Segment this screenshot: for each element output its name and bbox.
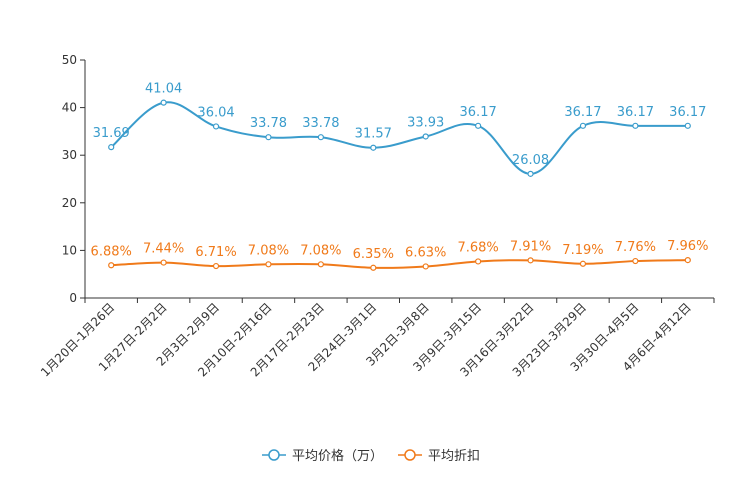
data-point[interactable] (108, 262, 115, 269)
data-point[interactable] (684, 122, 691, 129)
legend-item-2[interactable]: 平均折扣 (398, 449, 480, 464)
legend-item-1[interactable]: 平均价格（万） (262, 448, 383, 464)
data-point[interactable] (475, 122, 482, 129)
data-label: 7.44% (143, 242, 184, 257)
series-layer: 31.69 41.04 36.04 33.78 33.78 31.57 33.93 36.17… (91, 82, 708, 271)
data-label: 7.08% (300, 243, 341, 258)
series-2: 6.88% 7.44% 6.71% 7.08% 7.08% 6.35% 6.63% 7.68%… (91, 239, 708, 271)
y-tick-label: 10 (62, 243, 77, 257)
data-point[interactable] (317, 261, 324, 268)
data-point[interactable] (579, 260, 587, 267)
data-label: 7.91% (510, 239, 551, 254)
data-point[interactable] (212, 262, 220, 270)
legend-label: 平均折扣 (428, 449, 480, 464)
data-label: 31.57 (355, 127, 392, 142)
axes: 010203040501月20日-1月26日1月27日-2月2日2月3日-2月9… (38, 53, 715, 380)
data-point[interactable] (475, 258, 482, 265)
data-point[interactable] (212, 123, 220, 130)
y-tick-label: 30 (62, 148, 77, 162)
data-label: 6.35% (353, 247, 394, 262)
legend[interactable]: 平均价格（万） 平均折扣 (262, 448, 480, 464)
data-label: 7.08% (248, 243, 289, 258)
data-point[interactable] (370, 144, 377, 151)
data-label: 7.19% (562, 243, 603, 258)
y-tick-label: 40 (62, 101, 77, 115)
data-point[interactable] (265, 261, 272, 268)
data-label: 41.04 (145, 82, 182, 97)
data-point[interactable] (265, 134, 272, 141)
data-label: 6.63% (405, 245, 446, 260)
data-point[interactable] (160, 259, 167, 266)
data-point[interactable] (684, 257, 691, 264)
data-label: 36.17 (617, 105, 654, 120)
y-tick-label: 0 (69, 291, 77, 305)
data-label: 33.93 (407, 115, 444, 130)
legend-marker-icon (268, 449, 280, 461)
data-label: 7.68% (457, 240, 498, 255)
data-point[interactable] (108, 144, 115, 151)
data-point[interactable] (579, 122, 587, 129)
data-label: 7.76% (615, 240, 656, 255)
data-label: 36.17 (460, 105, 497, 120)
data-point[interactable] (527, 257, 534, 264)
data-point[interactable] (422, 263, 429, 270)
data-label: 6.88% (91, 244, 132, 259)
data-label: 7.96% (667, 239, 708, 254)
data-label: 33.78 (250, 116, 287, 131)
data-point[interactable] (527, 170, 534, 177)
data-label: 31.69 (93, 126, 130, 141)
data-point[interactable] (160, 99, 167, 106)
series-1: 31.69 41.04 36.04 33.78 33.78 31.57 33.93 36.17… (93, 82, 706, 177)
legend-label: 平均价格（万） (292, 448, 383, 464)
data-point[interactable] (370, 264, 377, 271)
data-point[interactable] (632, 122, 639, 129)
series-line[interactable] (111, 259, 688, 269)
legend-marker-icon (404, 449, 416, 461)
y-tick-label: 20 (62, 196, 77, 210)
data-label: 33.78 (302, 116, 339, 131)
data-label: 36.17 (564, 105, 601, 120)
data-label: 36.04 (197, 105, 234, 120)
data-label: 36.17 (669, 105, 706, 120)
y-tick-label: 50 (62, 53, 77, 67)
data-label: 6.71% (195, 245, 236, 260)
data-point[interactable] (422, 133, 429, 140)
data-point[interactable] (632, 257, 639, 265)
data-label: 26.08 (512, 153, 549, 168)
data-point[interactable] (317, 134, 324, 141)
